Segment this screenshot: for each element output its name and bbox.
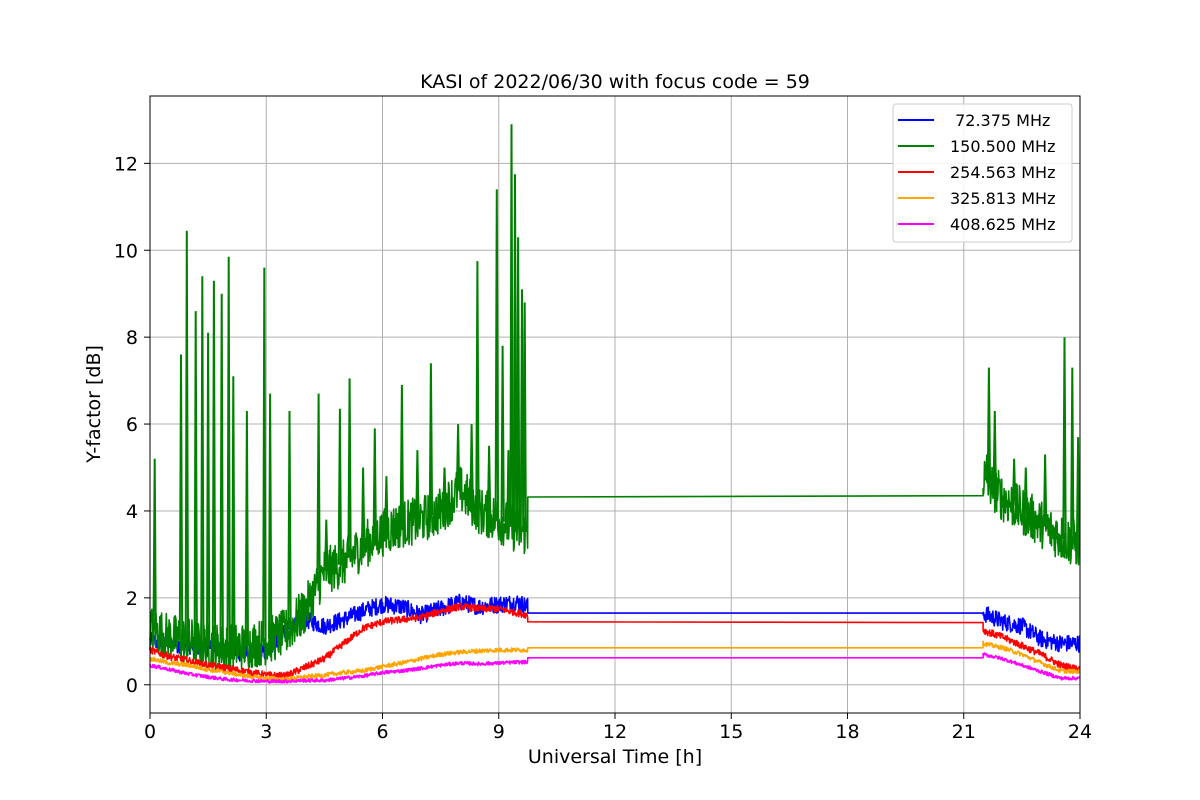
legend-label: 408.625 MHz [950,215,1055,234]
series-spike [415,450,420,521]
legend-label: 72.375 MHz [950,111,1050,130]
series-spike [1023,467,1028,514]
series-spike [442,467,447,507]
series-lines [149,124,1081,684]
x-tick-label: 15 [719,721,743,743]
legend-box [892,103,1073,243]
series-line [149,602,1081,681]
series-spike [1075,437,1081,545]
series-spike [152,458,157,631]
series-line [149,640,1081,682]
series-spike [244,410,249,646]
series-spike [384,476,389,531]
series-spike [178,354,184,640]
x-tick-label: 0 [144,721,156,743]
series-spike [268,393,273,640]
x-axis-ticks: 0 3 6 9 12 15 18 21 24 [144,713,1092,743]
series-spike [287,410,292,629]
series-spike [193,311,198,643]
y-tick-label: 8 [126,327,138,349]
series-spike [231,376,236,648]
x-tick-label: 3 [260,721,272,743]
series-spike [455,424,461,492]
x-tick-label: 21 [952,721,976,743]
x-tick-label: 12 [603,721,627,743]
series-spike [1070,367,1075,543]
series-spike [372,428,377,538]
series-spike [219,293,224,648]
series-spike [226,256,231,648]
series-spike [347,378,352,558]
chart-title: KASI of 2022/06/30 with focus code = 59 [420,71,810,93]
series-spike [986,367,992,483]
series-spike [361,467,366,546]
series-spike [206,332,211,646]
series-spike [512,174,518,529]
y-tick-label: 12 [114,153,138,175]
series-spike [399,384,404,525]
y-axis-ticks: 0 2 4 6 8 10 12 [114,153,150,697]
series-spike [486,445,492,516]
x-tick-label: 18 [835,721,859,743]
legend-label: 254.563 MHz [950,163,1055,182]
series-spike [475,261,480,509]
series-spike [428,363,434,516]
series-spike [337,408,342,565]
series-spike [500,345,505,522]
series-spike [519,289,525,532]
series-spike [262,267,267,642]
y-tick-label: 10 [114,240,138,262]
y-tick-label: 6 [126,414,138,436]
series-spike [522,302,527,533]
series-spike [516,237,521,531]
y-tick-label: 4 [126,501,138,523]
y-axis-label: Y-factor [dB] [83,345,105,464]
series-spike [324,519,329,571]
legend-label: 150.500 MHz [950,137,1055,156]
series-spike [184,230,189,641]
series-spike [494,189,499,519]
series-line [149,460,1081,673]
series-spike [316,393,321,584]
series-spike [1062,337,1067,539]
series-spike [506,450,511,526]
y-tick-label: 2 [126,588,138,610]
x-axis-label: Universal Time [h] [528,746,702,768]
series-spike [200,276,205,645]
x-tick-label: 6 [376,721,388,743]
series-line [149,652,1081,684]
legend-label: 325.813 MHz [950,189,1055,208]
series-spike [1043,454,1048,527]
series-spike [469,424,474,503]
y-tick-label: 0 [126,675,138,697]
x-tick-label: 24 [1068,721,1092,743]
series-spike [1012,458,1017,506]
series-spike [211,280,217,647]
series-spike [992,410,997,490]
series-spike [509,124,514,527]
legend: 72.375 MHz 150.500 MHz 254.563 MHz 325.813 … [892,103,1073,243]
x-tick-label: 9 [493,721,505,743]
